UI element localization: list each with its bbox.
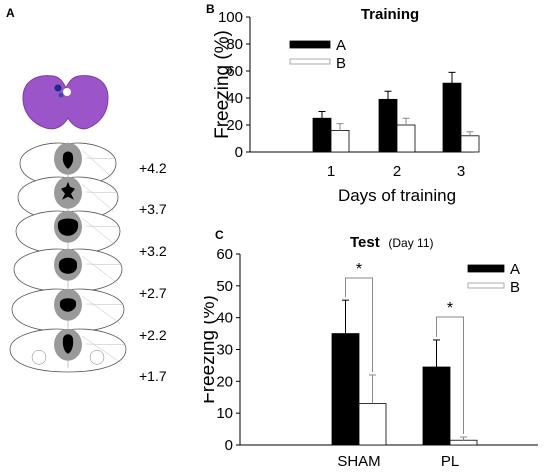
atlas-boundary bbox=[81, 255, 119, 284]
atlas-structure bbox=[31, 350, 47, 365]
atlas-boundary bbox=[85, 343, 125, 345]
lesion-group bbox=[54, 142, 82, 175]
significance-bracket bbox=[345, 277, 373, 372]
coordinate-label: +2.7 bbox=[139, 285, 167, 301]
significance-star: * bbox=[447, 300, 453, 317]
panel-label-c: C bbox=[215, 228, 224, 242]
legend-swatch-b bbox=[467, 282, 505, 289]
atlas-boundary bbox=[85, 157, 115, 159]
coordinate-label: +4.2 bbox=[139, 160, 167, 176]
bar-b-2 bbox=[396, 124, 416, 153]
bar-a-2 bbox=[378, 98, 398, 153]
bar-b-pl bbox=[449, 439, 478, 446]
bar-a-pl bbox=[422, 366, 451, 446]
y-tick-label: 30 bbox=[216, 342, 233, 359]
stained-brain-section bbox=[22, 75, 109, 130]
bar-b-sham bbox=[358, 403, 387, 446]
lesion-core bbox=[61, 181, 75, 200]
y-tick-label: 40 bbox=[226, 90, 243, 107]
lesion-group bbox=[54, 176, 82, 209]
atlas-boundary bbox=[85, 225, 119, 227]
y-axis-label: Freezing (%) bbox=[212, 30, 233, 139]
atlas-boundary bbox=[81, 183, 115, 212]
panel-label-a: A bbox=[6, 6, 15, 20]
coordinate-label: +3.2 bbox=[139, 243, 167, 259]
atlas-boundary bbox=[85, 303, 123, 305]
bar-b-3 bbox=[460, 135, 480, 153]
y-tick-label: 80 bbox=[226, 36, 243, 53]
lesion-group bbox=[54, 328, 82, 361]
atlas-section bbox=[17, 176, 119, 221]
lesion-spot bbox=[58, 92, 64, 98]
atlas-section bbox=[19, 142, 117, 187]
y-tick-label: 20 bbox=[216, 373, 233, 390]
training-chart: 0 20 40 60 80 100 Freezing (%) Training 1 2 3Days … bbox=[212, 6, 480, 205]
lesion-spot bbox=[54, 84, 62, 92]
atlas-boundary bbox=[81, 295, 121, 324]
coordinate-label: +3.7 bbox=[139, 201, 167, 217]
atlas-structure bbox=[89, 350, 105, 365]
bar-a-sham bbox=[331, 333, 360, 446]
chart-title: Training bbox=[361, 6, 419, 23]
y-tick-label: 50 bbox=[216, 278, 233, 295]
y-tick-label: 60 bbox=[226, 63, 243, 80]
y-tick-label: 20 bbox=[226, 117, 243, 134]
lesion-group bbox=[54, 248, 82, 281]
atlas-boundary bbox=[85, 191, 117, 193]
x-tick-label: 1 bbox=[327, 163, 335, 180]
lesion-core bbox=[57, 218, 79, 236]
lesion-group bbox=[54, 288, 82, 321]
y-axis-label: Freezing (%) bbox=[204, 295, 219, 404]
y-tick-label: 40 bbox=[216, 310, 233, 327]
legend-label-b: B bbox=[510, 279, 520, 296]
bar-a-1 bbox=[312, 117, 332, 153]
atlas-boundary bbox=[81, 149, 113, 178]
atlas-section bbox=[15, 210, 121, 255]
lesion-group bbox=[54, 210, 82, 243]
legend-label-a: A bbox=[510, 261, 520, 278]
x-axis-label: Days of training bbox=[338, 186, 456, 205]
test-chart: 0 10 20 30 40 50 60 Freezing (%) Test (Day 11) SHA… bbox=[204, 234, 538, 470]
coordinate-label: +2.2 bbox=[139, 327, 167, 343]
lesion-core bbox=[58, 257, 78, 274]
atlas-boundary bbox=[85, 263, 121, 265]
atlas-boundary bbox=[81, 335, 123, 364]
coordinate-label: +1.7 bbox=[139, 368, 167, 384]
y-tick-label: 10 bbox=[216, 405, 233, 422]
legend-label-b: B bbox=[336, 55, 346, 72]
chart-subtitle: (Day 11) bbox=[388, 236, 433, 250]
atlas-section bbox=[13, 248, 123, 293]
y-tick-label: 100 bbox=[218, 9, 243, 26]
lesion-core bbox=[62, 151, 74, 169]
brain-sections-figure bbox=[9, 75, 127, 373]
chart-title: Test bbox=[350, 234, 380, 251]
ventricle-spot bbox=[63, 88, 71, 96]
x-tick-label: 2 bbox=[393, 163, 401, 180]
legend-swatch-a bbox=[467, 264, 505, 273]
atlas-section bbox=[9, 328, 127, 373]
lesion-core bbox=[59, 298, 77, 312]
atlas-section bbox=[11, 288, 125, 333]
bar-b-1 bbox=[330, 129, 350, 153]
x-tick-label: 3 bbox=[457, 163, 465, 180]
panel-label-b: B bbox=[206, 2, 215, 16]
x-tick-label: SHAM bbox=[337, 453, 380, 470]
lesion-core bbox=[62, 334, 74, 354]
x-tick-label: PL bbox=[441, 453, 459, 470]
significance-star: * bbox=[356, 261, 362, 278]
bar-a-3 bbox=[442, 82, 462, 153]
atlas-boundary bbox=[81, 217, 117, 246]
legend-swatch-b bbox=[289, 58, 331, 65]
atlas-sections bbox=[9, 142, 127, 373]
legend-label-a: A bbox=[336, 37, 346, 54]
significance-bracket bbox=[436, 316, 464, 435]
legend-swatch-a bbox=[289, 40, 331, 49]
y-tick-label: 60 bbox=[216, 246, 233, 263]
y-tick-label: 0 bbox=[225, 437, 233, 454]
y-tick-label: 0 bbox=[235, 144, 243, 161]
